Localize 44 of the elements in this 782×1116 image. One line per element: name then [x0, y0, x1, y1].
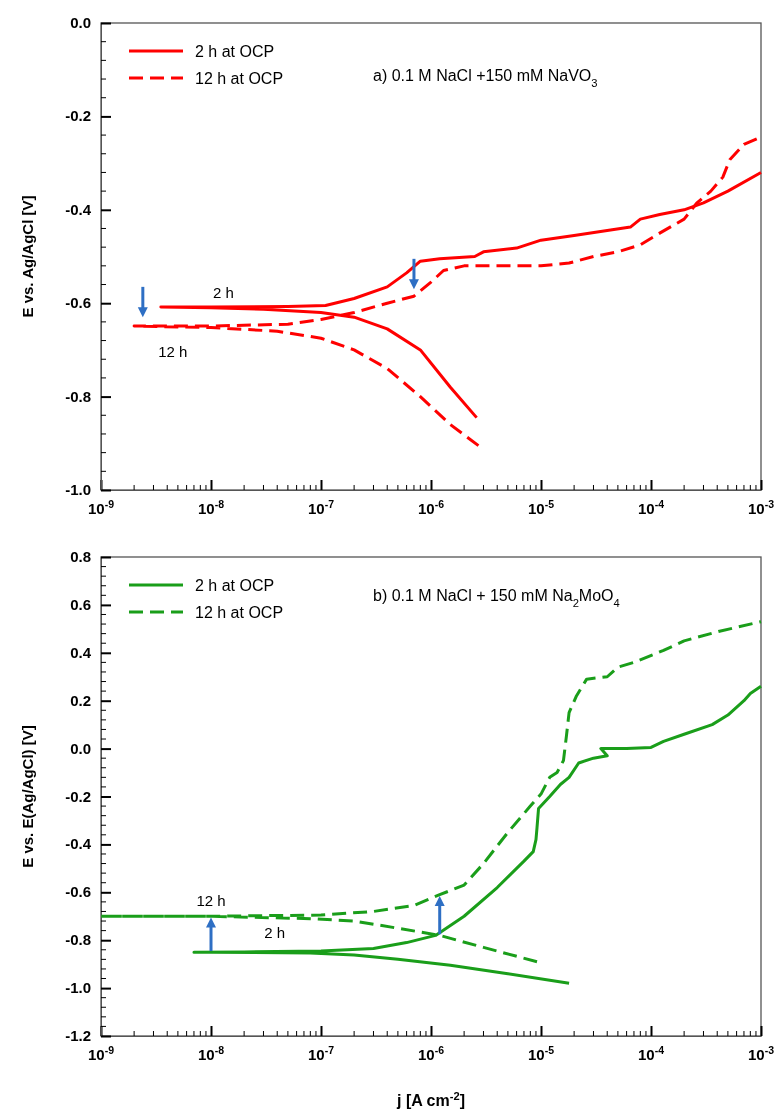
y-axis-title: E vs. Ag/AgCl [V]: [19, 195, 36, 318]
x-tick-label: 10$^{-3}$: [747, 1044, 775, 1063]
x-axis-title: j [A cm$^{-2}$]: [395, 1090, 466, 1109]
legend-label: 2 h at OCP: [195, 577, 275, 594]
text: b) 0.1 M NaCl + 150 mM Na$_{2}$MoO$_{4}$: [373, 587, 620, 609]
y-tick-label: -0.6: [65, 294, 91, 312]
text: a) 0.1 M NaCl +150 mM NaVO$_{3}$: [373, 67, 598, 89]
y-tick-label: 0.6: [70, 595, 91, 613]
y-tick-label: -0.4: [65, 835, 92, 853]
x-tick-label: 10$^{-3}$: [747, 498, 775, 517]
annotation: 2 h: [264, 924, 286, 942]
y-tick-label: -1.0: [65, 979, 91, 997]
x-tick-label: 10$^{-9}$: [87, 498, 115, 517]
y-tick-label: -0.2: [65, 787, 91, 805]
x-tick-label: 10$^{-8}$: [197, 1044, 225, 1063]
y-tick-label: 0.8: [70, 548, 91, 565]
y-axis-title: E vs. E(Ag/AgCl) [V]: [19, 725, 36, 868]
y-tick-label: -1.2: [65, 1027, 91, 1044]
x-tick-label: 10$^{-5}$: [527, 498, 555, 517]
x-tick-label: 10$^{-6}$: [417, 498, 445, 517]
y-tick-label: -0.6: [65, 883, 91, 901]
annotation: 2 h: [213, 283, 234, 301]
annotation: 12 h: [158, 342, 188, 360]
x-tick-label: 10$^{-6}$: [417, 1044, 445, 1063]
y-tick-label: 0.2: [70, 691, 91, 709]
x-tick-label: 10$^{-7}$: [307, 1044, 335, 1063]
y-tick-label: 0.0: [70, 14, 91, 31]
annotation: 12 h: [196, 892, 226, 910]
x-tick-label: 10$^{-8}$: [197, 498, 225, 517]
legend-label: 12 h at OCP: [195, 70, 284, 87]
y-tick-label: -0.8: [65, 931, 91, 949]
x-tick-label: 10$^{-7}$: [307, 498, 335, 517]
x-tick-label: 10$^{-4}$: [637, 498, 665, 517]
x-tick-label: 10$^{-5}$: [527, 1044, 555, 1063]
y-tick-label: 0.4: [70, 643, 92, 661]
x-tick-label: 10$^{-4}$: [637, 1044, 665, 1063]
legend-label: 12 h at OCP: [195, 604, 284, 621]
y-tick-label: -1.0: [65, 481, 91, 498]
legend-label: 2 h at OCP: [195, 43, 275, 60]
x-tick-label: 10$^{-9}$: [87, 1044, 115, 1063]
y-tick-label: -0.8: [65, 387, 91, 405]
y-tick-label: -0.2: [65, 107, 91, 125]
y-tick-label: 0.0: [70, 739, 91, 757]
y-tick-label: -0.4: [65, 200, 92, 218]
